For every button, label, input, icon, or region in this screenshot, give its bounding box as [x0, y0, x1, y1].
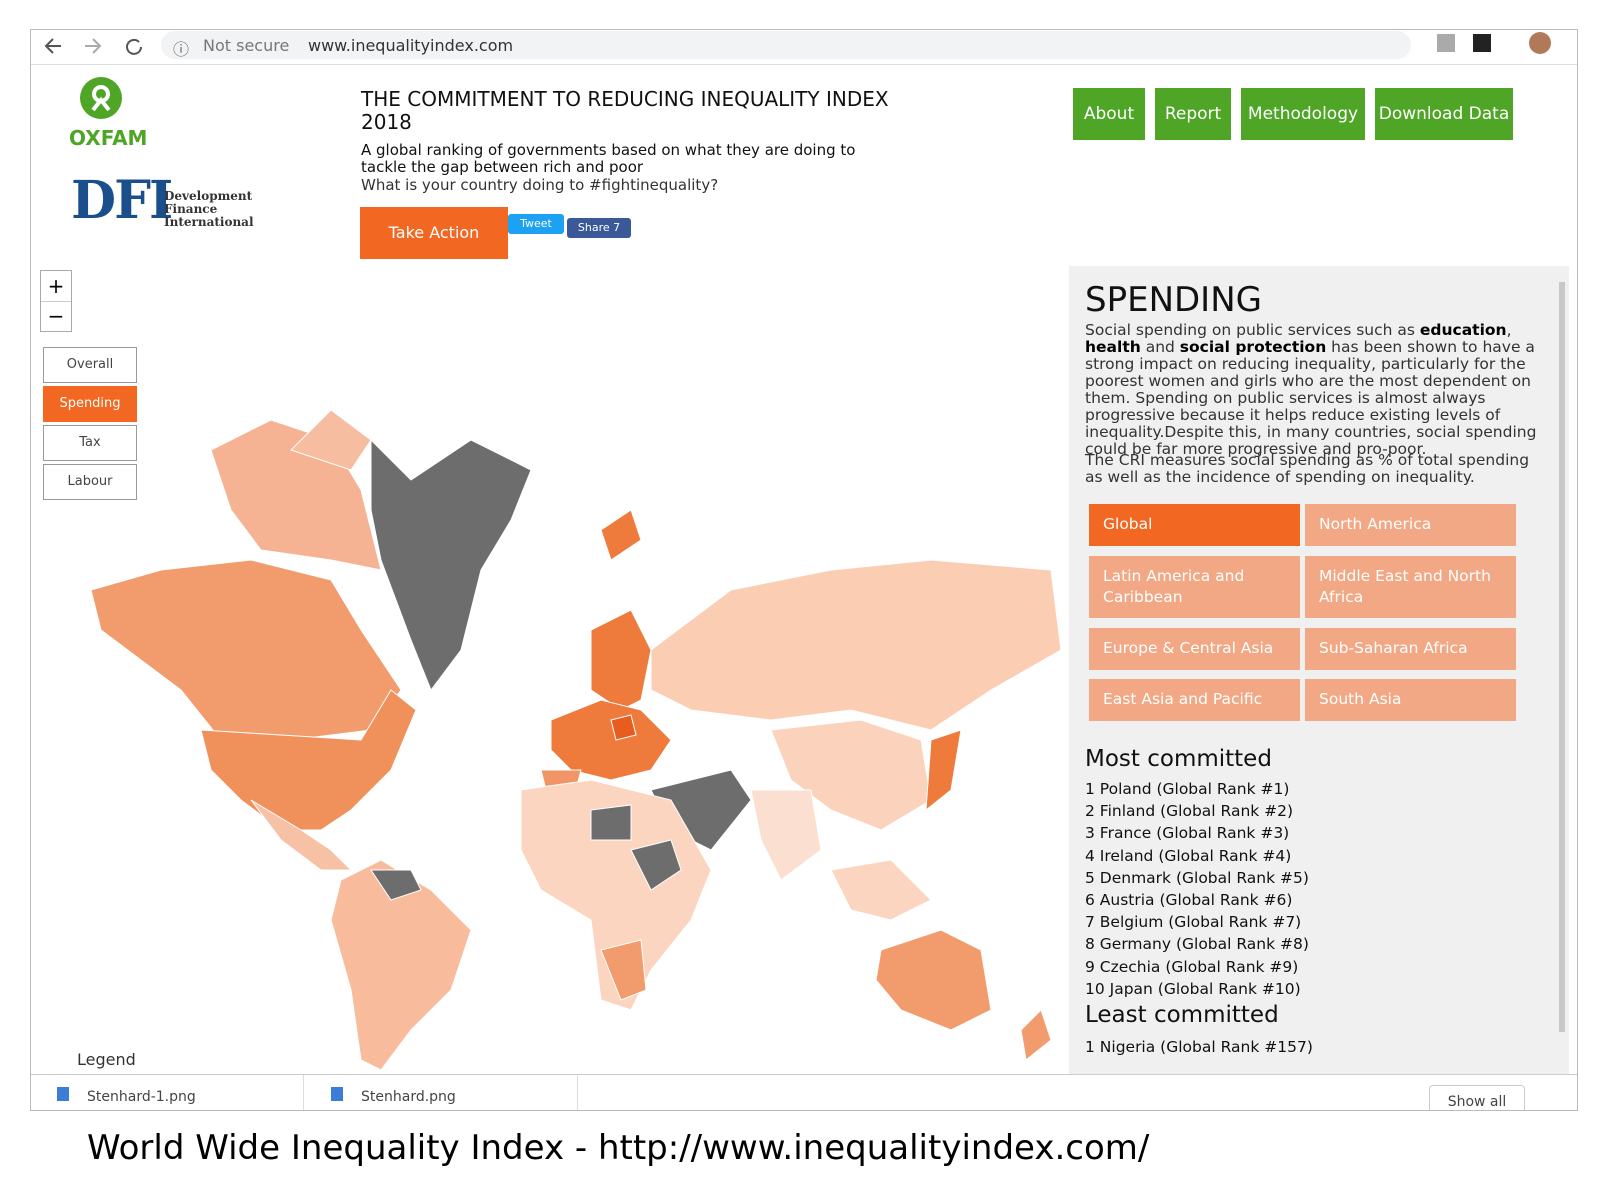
text-run: Social spending on public services such …: [1085, 321, 1420, 339]
panel-heading: SPENDING: [1085, 280, 1262, 320]
ranking-item: 3 France (Global Rank #3): [1085, 824, 1290, 843]
ranking-item: 5 Denmark (Global Rank #5): [1085, 868, 1309, 887]
text-run: education: [1419, 321, 1507, 339]
download-item[interactable]: Stenhard.png: [327, 1075, 578, 1110]
country: [200, 689, 417, 831]
ranking-item: 2 Finland (Global Rank #2): [1085, 802, 1294, 821]
dfi-name: Development Finance International: [164, 190, 254, 229]
country: [250, 799, 353, 871]
dfi-line: Development: [164, 189, 253, 203]
download-item[interactable]: Stenhard-1.png: [53, 1075, 304, 1110]
ranking-item: 9 Czechia (Global Rank #9): [1085, 957, 1299, 976]
security-label: Not secure: [203, 36, 290, 55]
nav-button[interactable]: Report: [1155, 88, 1231, 140]
scrollbar[interactable]: [1559, 282, 1565, 1032]
browser-window: ⓘ Not secure www.inequalityindex.com OXF…: [30, 29, 1578, 1111]
region-button[interactable]: South Asia: [1305, 679, 1516, 721]
list-heading: Most committed: [1085, 746, 1272, 772]
country: [925, 729, 962, 812]
country: [370, 438, 532, 692]
zoom-out[interactable]: −: [47, 304, 65, 328]
nav-button[interactable]: About: [1073, 88, 1145, 140]
legend-label: Legend: [77, 1050, 136, 1069]
oxfam-logo: OXFAM: [69, 126, 148, 150]
take-action-button[interactable]: Take Action: [360, 207, 508, 259]
country: [370, 869, 422, 901]
dfi-line: Finance: [164, 202, 218, 216]
zoom-in[interactable]: +: [41, 271, 71, 302]
text-run: and: [1140, 338, 1180, 356]
country: [650, 559, 1061, 731]
url: www.inequalityindex.com: [308, 36, 514, 55]
country: [600, 509, 642, 561]
ranking-list: 1 Poland (Global Rank #1) 2 Finland (Glob…: [1085, 778, 1309, 1000]
toolbar: ⓘ Not secure www.inequalityindex.com: [31, 30, 1577, 65]
tweet-button[interactable]: Tweet: [508, 214, 564, 234]
ranking-item: 7 Belgium (Global Rank #7): [1085, 913, 1302, 932]
ranking-item: 1 Nigeria (Global Rank #157): [1085, 1038, 1313, 1056]
region-button[interactable]: Global: [1089, 504, 1300, 546]
text-run: health: [1085, 338, 1141, 356]
subtitle: A global ranking of governments based on…: [361, 141, 856, 176]
region-button[interactable]: Sub-Saharan Africa: [1305, 628, 1516, 670]
zoom-control: + −: [40, 270, 72, 332]
text-run: has been shown to have a strong impact o…: [1085, 338, 1537, 458]
country: [550, 699, 672, 781]
ranking-item: 1 Poland (Global Rank #1): [1085, 780, 1290, 798]
list-heading: Least committed: [1085, 1002, 1279, 1028]
world-map: Legend: [77, 409, 1061, 1070]
region-button[interactable]: North America: [1305, 504, 1516, 546]
region-button[interactable]: Middle East and North Africa: [1305, 556, 1516, 618]
download-bar: Stenhard-1.png Stenhard.png Show all: [31, 1074, 1577, 1110]
region-button[interactable]: Europe & Central Asia: [1089, 628, 1300, 670]
country: [750, 789, 822, 881]
file-name: Stenhard.png: [361, 1089, 456, 1105]
file-icon: [57, 1087, 69, 1101]
ranking-item: 8 Germany (Global Rank #8): [1085, 935, 1309, 954]
dfi-line: International: [164, 215, 254, 229]
nav-arrows[interactable]: [43, 34, 153, 58]
country: [600, 939, 647, 1001]
country: [630, 839, 682, 891]
avatar[interactable]: [1529, 32, 1551, 54]
ext-icon[interactable]: [1473, 34, 1491, 52]
country: [770, 719, 932, 831]
ranking-item: 10 Japan (Global Rank #10): [1085, 979, 1301, 998]
country: [590, 609, 652, 711]
ranking-item: 6 Austria (Global Rank #6): [1085, 891, 1293, 910]
region-button[interactable]: East Asia and Pacific: [1089, 679, 1300, 721]
country: [590, 804, 632, 841]
layer-button[interactable]: Labour: [43, 464, 137, 500]
nav-button[interactable]: Methodology: [1241, 88, 1365, 140]
layer-button[interactable]: Overall: [43, 347, 137, 383]
page-title: THE COMMITMENT TO REDUCING INEQUALITY IN…: [361, 87, 889, 134]
address-bar[interactable]: ⓘ Not secure www.inequalityindex.com: [161, 31, 1411, 59]
text-run: ,: [1506, 321, 1512, 339]
oxfam-icon: [80, 77, 122, 119]
file-icon: [331, 1087, 343, 1101]
region-button[interactable]: Latin America and Caribbean: [1089, 556, 1300, 618]
ranking-list: 1 Nigeria (Global Rank #157): [1085, 1036, 1313, 1058]
ext-icon[interactable]: [1437, 34, 1455, 52]
country: [610, 714, 637, 741]
country: [830, 859, 932, 921]
panel-text: The CRI measures social spending as % of…: [1085, 451, 1530, 486]
dfi-logo: DFI: [71, 170, 173, 231]
question: What is your country doing to #fightineq…: [361, 176, 719, 194]
caption: World Wide Inequality Index - http://www…: [87, 1128, 1150, 1168]
side-panel: SPENDING Social spending on public servi…: [1069, 266, 1569, 1074]
show-all-button[interactable]: Show all: [1429, 1085, 1525, 1110]
country: [1020, 1009, 1052, 1061]
nav-button[interactable]: Download Data: [1375, 88, 1513, 140]
share-button[interactable]: Share 7: [567, 218, 631, 238]
layer-button[interactable]: Spending: [43, 386, 137, 422]
file-name: Stenhard-1.png: [87, 1089, 196, 1105]
panel-text: Social spending on public services such …: [1085, 322, 1545, 458]
country: [875, 929, 992, 1031]
ranking-item: 4 Ireland (Global Rank #4): [1085, 846, 1292, 865]
layer-button[interactable]: Tax: [43, 425, 137, 461]
text-run: social protection: [1179, 338, 1327, 356]
country: [90, 559, 402, 741]
